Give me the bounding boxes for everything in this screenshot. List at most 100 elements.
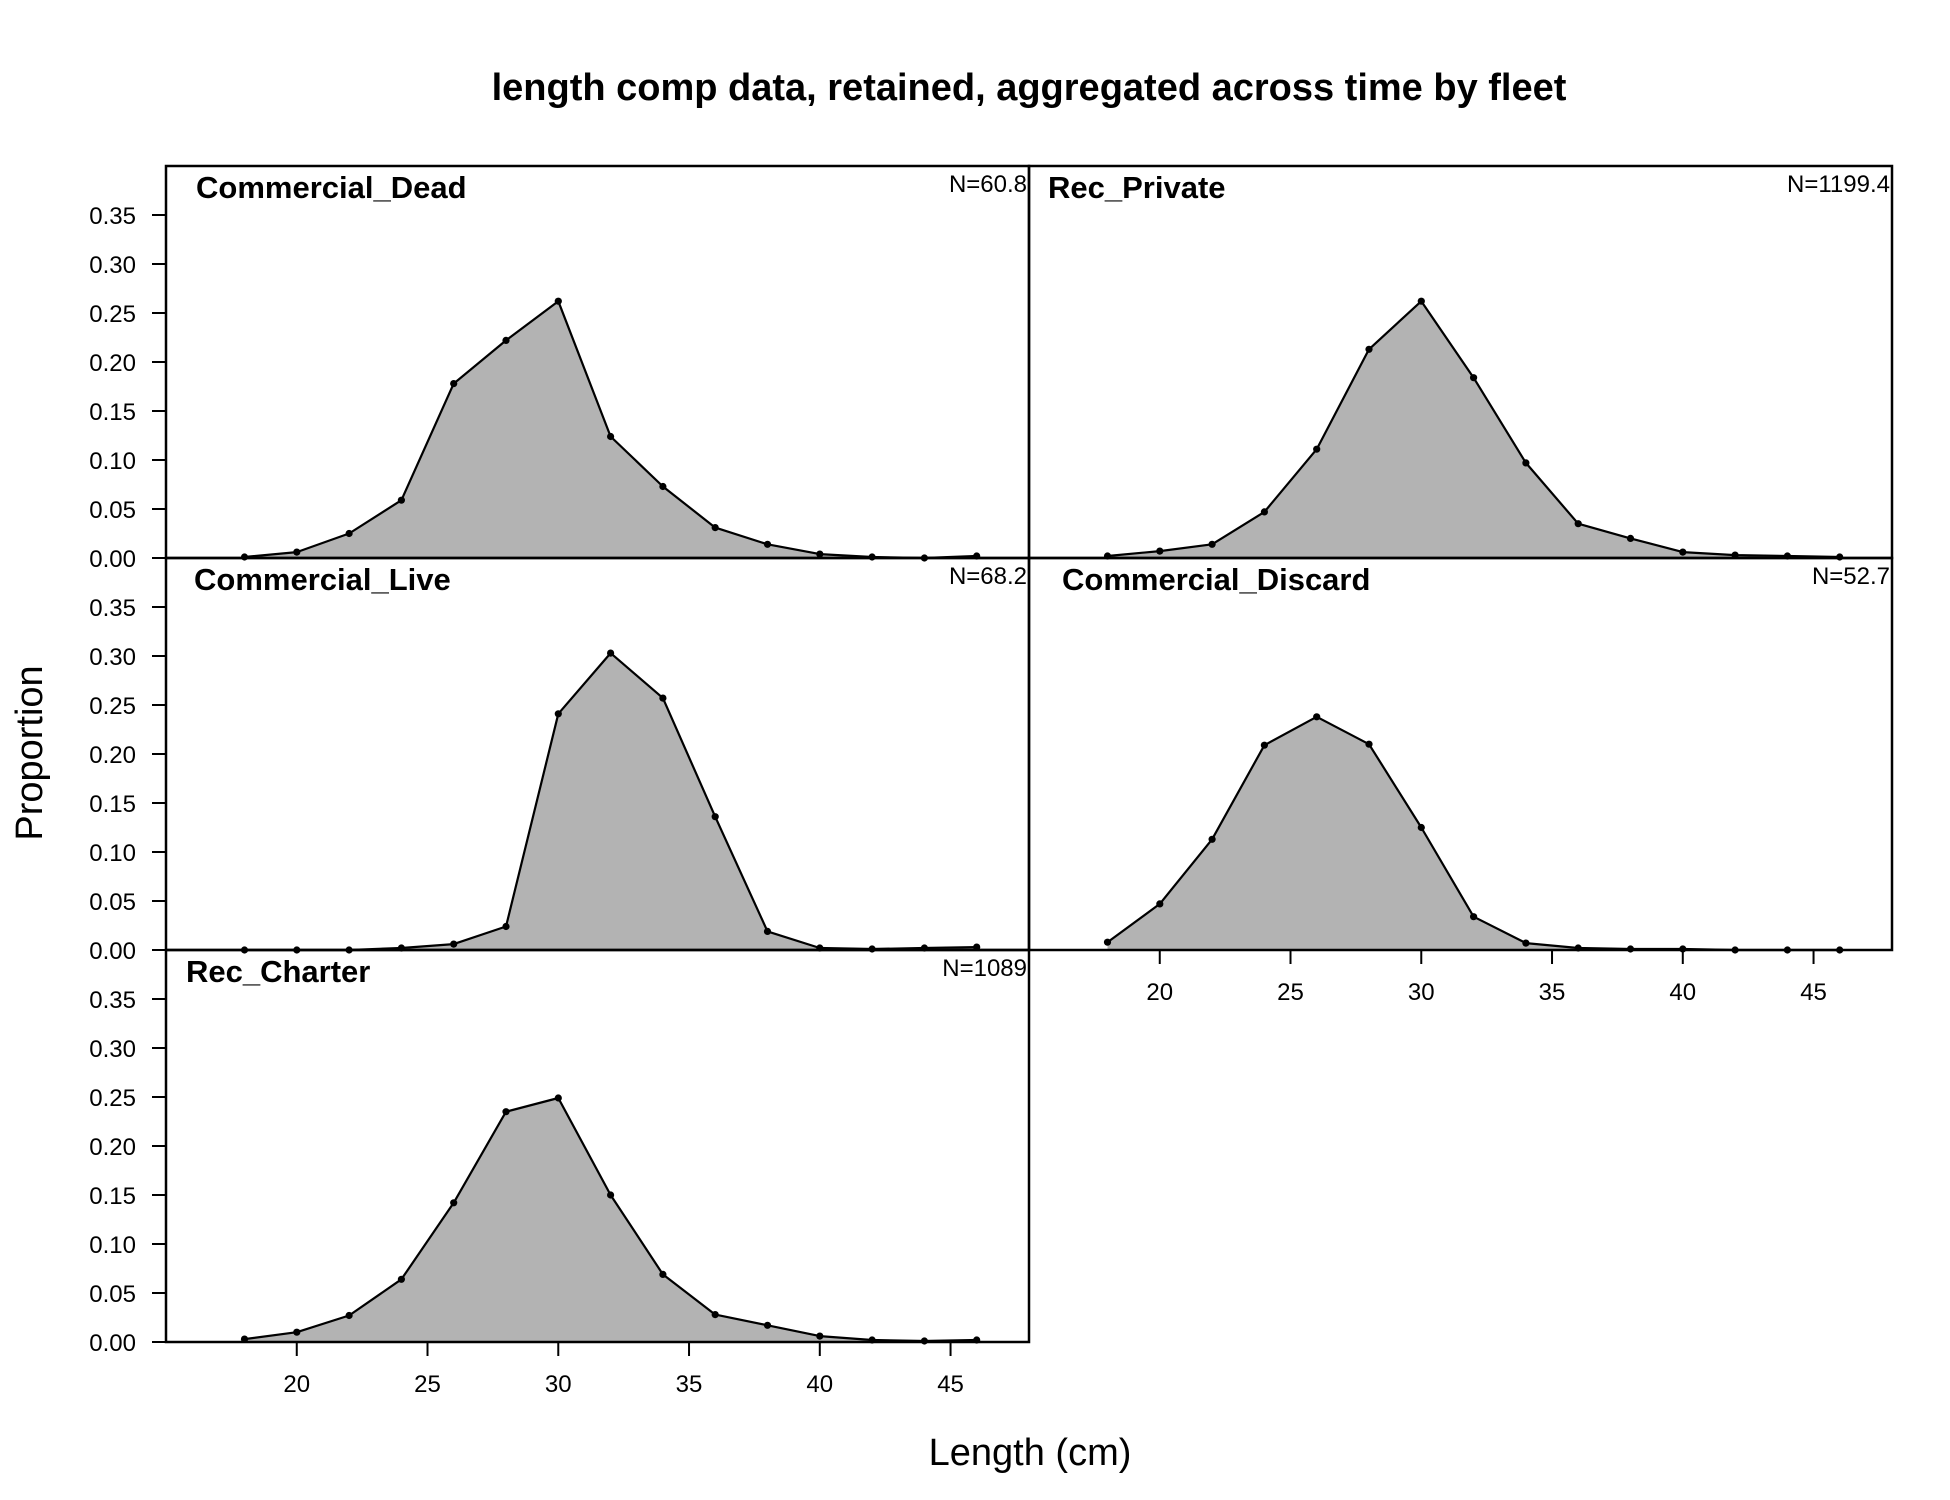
data-point: [659, 482, 667, 491]
data-point: [1417, 297, 1425, 305]
x-tick-label: 35: [676, 1371, 703, 1398]
panels-layer: Commercial_Dead N=60.8 0.00 0.05 0.10 0.15 0.2…: [89, 164, 1894, 1398]
y-tick-label: 0.00: [89, 546, 136, 573]
data-point: [502, 1108, 510, 1116]
data-point: [1574, 520, 1582, 528]
data-point: [1626, 534, 1635, 543]
data-point: [502, 922, 510, 931]
panel-commercial-live: Commercial_Live N=68.2 0.00 0.05 0.10 0.15 0.2…: [89, 556, 1031, 965]
data-point: [607, 432, 615, 441]
y-tick-label: 0.05: [89, 1281, 136, 1308]
y-tick-label: 0.25: [89, 1085, 136, 1112]
data-point: [763, 1321, 772, 1329]
data-point: [345, 529, 353, 538]
panel-rec-charter: Rec_Charter N=1089 0.00 0.05 0.10 0.15 0.20 0.2…: [89, 948, 1031, 1398]
panel-title: Commercial_Live: [194, 562, 451, 597]
data-point: [1313, 445, 1321, 453]
data-point: [293, 1328, 301, 1336]
data-point: [1208, 835, 1216, 843]
y-axis-title: Proportion: [9, 665, 51, 840]
y-tick-label: 0.25: [89, 693, 136, 720]
data-point: [763, 927, 772, 936]
data-point: [1417, 823, 1425, 832]
data-point: [1208, 540, 1216, 548]
data-point: [1365, 740, 1373, 748]
y-tick-label: 0.10: [89, 1232, 136, 1259]
y-tick-label: 0.30: [89, 252, 136, 279]
x-tick-label: 40: [1669, 979, 1696, 1006]
y-tick-label: 0.15: [89, 399, 136, 426]
area-fill: [1107, 716, 1840, 950]
y-tick-label: 0.20: [89, 742, 136, 769]
x-tick-label: 30: [1408, 979, 1435, 1006]
y-tick-label: 0.30: [89, 644, 136, 671]
data-point: [816, 550, 824, 558]
data-point: [659, 694, 667, 702]
data-point: [502, 336, 510, 344]
area-fill: [244, 653, 977, 950]
data-point: [607, 1191, 615, 1199]
y-tick-label: 0.35: [89, 987, 136, 1014]
data-point: [1313, 713, 1321, 721]
panel-title: Commercial_Discard: [1062, 562, 1370, 597]
x-tick-label: 45: [1800, 979, 1827, 1006]
y-tick-label: 0.25: [89, 301, 136, 328]
x-tick-label: 40: [806, 1371, 833, 1398]
x-axis-title: Length (cm): [929, 1432, 1132, 1474]
panel-commercial-dead: Commercial_Dead N=60.8 0.00 0.05 0.10 0.15 0.2…: [89, 164, 1031, 573]
y-tick-label: 0.05: [89, 889, 136, 916]
data-point: [1522, 939, 1530, 947]
y-tick-label: 0.20: [89, 1134, 136, 1161]
x-tick-label: 45: [937, 1371, 964, 1398]
data-point: [711, 1311, 719, 1319]
y-tick-label: 0.15: [89, 1183, 136, 1210]
data-point: [450, 1199, 458, 1207]
data-point: [711, 524, 719, 532]
y-tick-label: 0.15: [89, 791, 136, 818]
n-label: N=1089: [942, 955, 1027, 982]
x-tick-label: 25: [1277, 979, 1304, 1006]
data-point: [1103, 938, 1112, 946]
data-point: [1522, 459, 1530, 467]
data-point: [607, 649, 615, 657]
n-label: N=52.7: [1812, 563, 1890, 590]
n-label: N=68.2: [949, 563, 1027, 590]
y-tick-label: 0.05: [89, 497, 136, 524]
x-tick-label: 30: [545, 1371, 572, 1398]
data-point: [711, 813, 719, 821]
panel-title: Rec_Charter: [186, 954, 370, 989]
y-tick-label: 0.35: [89, 595, 136, 622]
data-point: [1365, 345, 1373, 353]
panel-frame: [1027, 556, 1894, 952]
data-point: [1679, 548, 1687, 556]
y-tick-label: 0.20: [89, 350, 136, 377]
data-point: [450, 380, 458, 388]
y-tick-label: 0.10: [89, 840, 136, 867]
data-point: [1156, 547, 1164, 555]
x-tick-label: 35: [1539, 979, 1566, 1006]
data-point: [397, 496, 405, 504]
y-tick-label: 0.00: [89, 1330, 136, 1357]
data-point: [1156, 900, 1164, 908]
x-tick-label: 25: [414, 1371, 441, 1398]
x-tick-label: 20: [1146, 979, 1173, 1006]
data-point: [1470, 374, 1478, 382]
panel-commercial-discard: Commercial_Discard N=52.7 20 25 30 35 40 45: [1027, 556, 1894, 1006]
y-tick-label: 0.00: [89, 938, 136, 965]
data-point: [659, 1270, 667, 1278]
chart-title: length comp data, retained, aggregated a…: [492, 67, 1567, 109]
data-point: [1470, 913, 1478, 921]
area-fill: [244, 301, 977, 558]
y-tick-label: 0.10: [89, 448, 136, 475]
panel-rec-private: Rec_Private N=1199.4: [1027, 164, 1894, 561]
n-label: N=60.8: [949, 171, 1027, 198]
panel-title: Rec_Private: [1048, 170, 1226, 205]
n-label: N=1199.4: [1787, 171, 1890, 198]
data-point: [293, 548, 301, 556]
data-point: [554, 710, 562, 718]
data-point: [554, 297, 562, 305]
panel-title: Commercial_Dead: [196, 170, 467, 205]
x-tick-label: 20: [283, 1371, 310, 1398]
